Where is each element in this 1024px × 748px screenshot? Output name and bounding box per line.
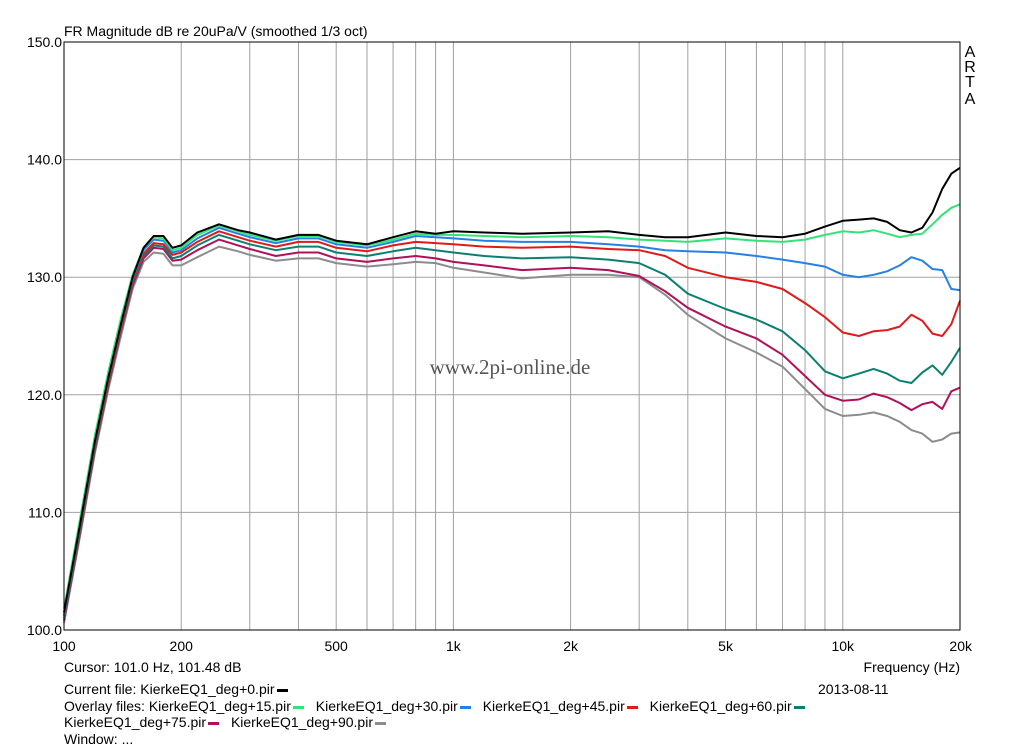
chart-title: FR Magnitude dB re 20uPa/V (smoothed 1/3… [64, 23, 368, 39]
arta-brand: A R T A [964, 44, 976, 108]
x-tick-label: 100 [52, 638, 76, 654]
y-tick-labels: 150.0 140.0 130.0 120.0 110.0 100.0 [27, 34, 62, 638]
brand-letter: A [965, 44, 976, 61]
series-line [63, 203, 961, 609]
x-tick-label: 500 [324, 638, 348, 654]
series-line [63, 233, 961, 619]
overlay-swatch [292, 705, 304, 709]
overlay-line-1: Overlay files: KierkeEQ1_deg+15.pir Kier… [64, 698, 813, 715]
footer-partial: Window: ... [64, 731, 134, 747]
series-line [63, 166, 961, 613]
cursor-readout: Cursor: 101.0 Hz, 101.48 dB [64, 659, 242, 675]
x-tick-label: 20k [949, 638, 973, 654]
overlay-prefix: Overlay files: [64, 698, 145, 714]
current-file-label: Current file: KierkeEQ1_deg+0.pir [64, 681, 275, 697]
series-line [63, 230, 961, 617]
overlay-swatch [626, 705, 638, 709]
current-file-swatch [276, 688, 288, 692]
y-tick-label: 130.0 [27, 269, 62, 285]
x-tick-labels: 100 200 500 1k 2k 5k 10k 20k [52, 638, 973, 654]
overlay-swatch [793, 705, 805, 709]
series-line [63, 238, 961, 621]
x-tick-label: 2k [563, 638, 579, 654]
overlay-swatch [208, 721, 220, 725]
y-tick-label: 110.0 [28, 504, 62, 520]
overlay-swatch [374, 721, 386, 725]
brand-letter: T [965, 74, 975, 91]
overlay-file-75: KierkeEQ1_deg+75.pir [64, 714, 207, 730]
y-tick-label: 140.0 [27, 152, 62, 168]
series-line [63, 245, 961, 624]
y-tick-label: 150.0 [27, 34, 62, 50]
plot-frame [63, 41, 961, 631]
series-line [63, 226, 961, 615]
overlay-file-30: KierkeEQ1_deg+30.pir [315, 698, 458, 714]
overlay-file-15: KierkeEQ1_deg+15.pir [148, 698, 291, 714]
x-axis-label: Frequency (Hz) [864, 659, 960, 675]
series-group [63, 166, 961, 624]
overlay-file-45: KierkeEQ1_deg+45.pir [482, 698, 625, 714]
overlay-file-90: KierkeEQ1_deg+90.pir [230, 714, 373, 730]
y-tick-label: 120.0 [27, 387, 62, 403]
x-tick-label: 5k [718, 638, 734, 654]
overlay-swatch [459, 705, 471, 709]
y-tick-label: 100.0 [27, 622, 62, 638]
watermark: www.2pi-online.de [430, 355, 591, 379]
brand-letter: R [964, 59, 976, 76]
x-tick-label: 200 [170, 638, 194, 654]
overlay-line-2: KierkeEQ1_deg+75.pir KierkeEQ1_deg+90.pi… [64, 714, 394, 731]
current-file-line: Current file: KierkeEQ1_deg+0.pir [64, 681, 296, 698]
brand-letter: A [965, 91, 976, 108]
overlay-file-60: KierkeEQ1_deg+60.pir [649, 698, 792, 714]
date-label: 2013-08-11 [818, 681, 889, 697]
x-tick-label: 10k [831, 638, 855, 654]
x-tick-label: 1k [446, 638, 462, 654]
grid-lines [64, 42, 960, 630]
